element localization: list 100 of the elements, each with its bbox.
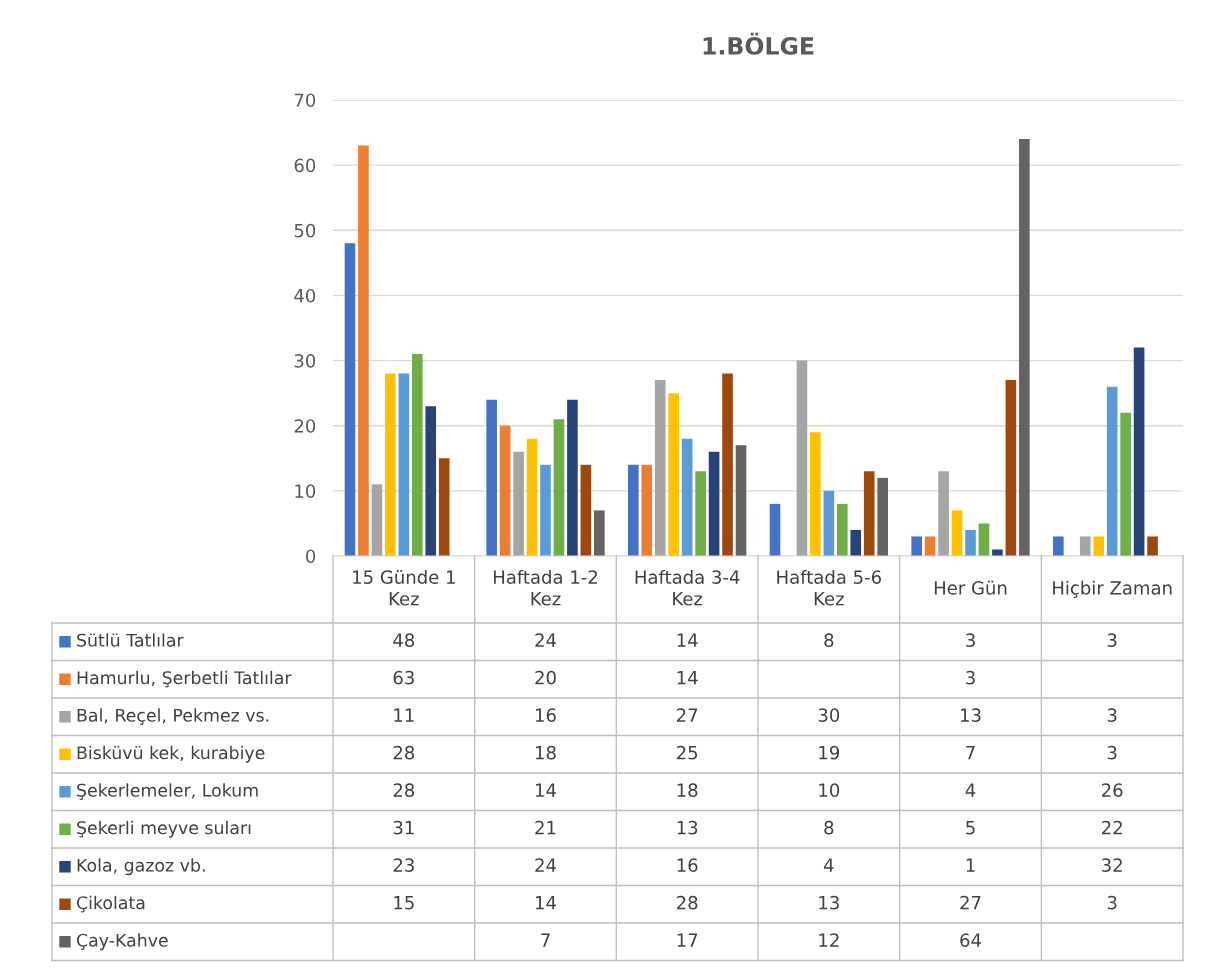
bar (1053, 536, 1064, 556)
data-label: 11 (394, 708, 414, 722)
data-label: 16 (677, 858, 698, 872)
bar (681, 438, 693, 556)
bar (1019, 139, 1030, 556)
data-label: 18 (677, 783, 698, 797)
bar (486, 399, 497, 556)
bar (425, 406, 437, 556)
y-tick-label: 70 (294, 93, 316, 108)
legend-label: Çikolata (76, 895, 145, 913)
legend-label: Sütlü Tatlılar (77, 633, 184, 647)
legend-label: Çay-Kahve (76, 933, 168, 951)
bar (1005, 380, 1017, 556)
data-label: 10 (819, 783, 840, 797)
data-label: 48 (393, 633, 415, 647)
legend-label: Şekerli meyve suları (77, 820, 251, 838)
data-label: 31 (393, 820, 414, 835)
bar (965, 529, 976, 556)
bar (580, 464, 592, 556)
data-label: 14 (677, 671, 698, 685)
bar (1120, 412, 1131, 556)
x-tick-label: Haftada 1-2 Kez (493, 569, 597, 606)
x-tick-label: Haftada 5-6 Kez (777, 569, 881, 606)
bar (641, 464, 653, 556)
bar (877, 477, 888, 556)
bar (526, 438, 538, 556)
bar (924, 536, 936, 556)
bar (553, 419, 565, 556)
data-label: 20 (535, 670, 556, 685)
data-label: 21 (535, 820, 556, 835)
bar (992, 549, 1003, 556)
bar (938, 471, 949, 556)
bar (850, 529, 862, 556)
data-label: 14 (536, 783, 556, 797)
data-label: 7 (966, 746, 975, 760)
x-tick-label: Haftada 3-4 Kez (635, 569, 740, 606)
bar (668, 393, 680, 556)
data-label: 3 (1107, 745, 1117, 760)
bar (540, 464, 551, 556)
bar (722, 373, 733, 556)
bar (810, 432, 821, 556)
bar (438, 458, 450, 556)
data-label: 32 (1102, 858, 1122, 872)
bar (594, 510, 605, 556)
data-label: 64 (960, 933, 981, 947)
legend-label: Şekerlemeler, Lokum (77, 783, 258, 800)
legend-label: Bisküvü kek, kurabiye (77, 745, 265, 763)
bar (398, 373, 410, 556)
bar (978, 523, 990, 556)
data-label: 5 (966, 821, 975, 835)
data-label: 1 (966, 858, 975, 872)
data-label: 13 (819, 895, 839, 910)
data-label: 24 (535, 858, 556, 872)
bar (499, 425, 511, 556)
data-label: 25 (677, 745, 698, 760)
bar (513, 451, 524, 556)
data-label: 14 (677, 633, 698, 647)
y-tick-label: 0 (306, 549, 316, 564)
bar (385, 373, 396, 556)
y-tick-label: 10 (295, 484, 316, 498)
bar (695, 471, 706, 556)
bar (1147, 536, 1158, 556)
bar (411, 354, 423, 556)
bar (1133, 347, 1145, 556)
bar (823, 490, 835, 556)
bar (708, 451, 720, 556)
bar (1079, 536, 1091, 556)
bar (911, 536, 922, 556)
legend-label: Hamurlu, Şerbetli Tatlılar (77, 670, 292, 688)
data-label: 19 (819, 745, 840, 760)
bar (951, 510, 963, 556)
data-label: 24 (535, 633, 556, 647)
x-tick-label: Her Gün (934, 580, 1007, 595)
bar (628, 464, 639, 556)
data-label: 13 (677, 820, 698, 835)
legend-label: Kola, gazoz vb. (77, 858, 205, 876)
data-label: 14 (536, 896, 556, 910)
data-label: 15 (394, 896, 414, 910)
data-label: 17 (677, 933, 698, 947)
data-label: 27 (960, 895, 981, 910)
bar (769, 503, 781, 556)
bar (1106, 386, 1118, 556)
legend-label: Bal, Reçel, Pekmez vs. (77, 708, 269, 725)
data-label: 63 (393, 670, 414, 685)
data-label: 3 (1107, 633, 1117, 647)
data-label: 4 (823, 858, 834, 872)
y-tick-label: 30 (294, 354, 316, 368)
y-tick-label: 50 (294, 223, 316, 238)
bar (796, 360, 808, 556)
data-label: 28 (677, 895, 698, 910)
data-label: 3 (1107, 708, 1117, 722)
data-label: 8 (824, 633, 834, 647)
data-label: 4 (965, 783, 976, 797)
bar (1093, 536, 1105, 556)
x-tick-label: Hiçbir Zaman (1053, 580, 1172, 598)
data-label: 22 (1102, 820, 1122, 835)
data-label: 28 (393, 783, 415, 797)
bar (735, 445, 747, 556)
data-label: 3 (1107, 895, 1117, 910)
data-label: 3 (966, 633, 975, 647)
